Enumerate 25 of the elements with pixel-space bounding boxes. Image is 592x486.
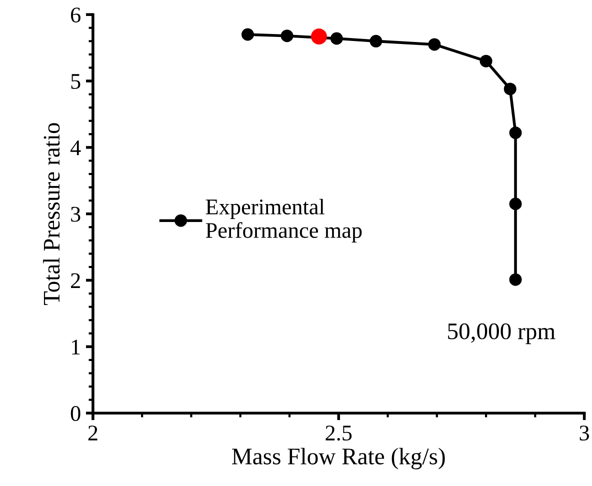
point	[480, 54, 492, 68]
y-tick-label: 4	[70, 140, 81, 156]
point	[280, 30, 294, 42]
y-tick-label: 0	[70, 406, 80, 422]
y-axis-title: Total Pressure ratio	[43, 123, 60, 306]
point	[241, 28, 254, 41]
y-tick-label: 1	[72, 340, 80, 354]
point	[509, 273, 522, 286]
legend-label: Experimental Performance map	[206, 198, 362, 242]
x-tick-label: 3	[580, 426, 589, 441]
point	[310, 28, 327, 44]
point	[509, 198, 522, 210]
point	[330, 32, 343, 45]
point	[370, 34, 382, 48]
y-tick-label: 6	[70, 8, 80, 23]
y-tick-label: 2	[71, 273, 80, 288]
point	[509, 126, 522, 140]
y-tick-label: 5	[71, 74, 80, 89]
annotation: 50,000 rpm	[448, 323, 556, 344]
x-tick-label: 2	[88, 426, 98, 440]
x-axis-title: Mass Flow Rate (kg/s)	[232, 448, 445, 470]
point	[504, 82, 516, 96]
point	[428, 38, 441, 51]
x-tick-label: 2.5	[326, 426, 352, 441]
y-tick-label: 3	[71, 206, 80, 222]
